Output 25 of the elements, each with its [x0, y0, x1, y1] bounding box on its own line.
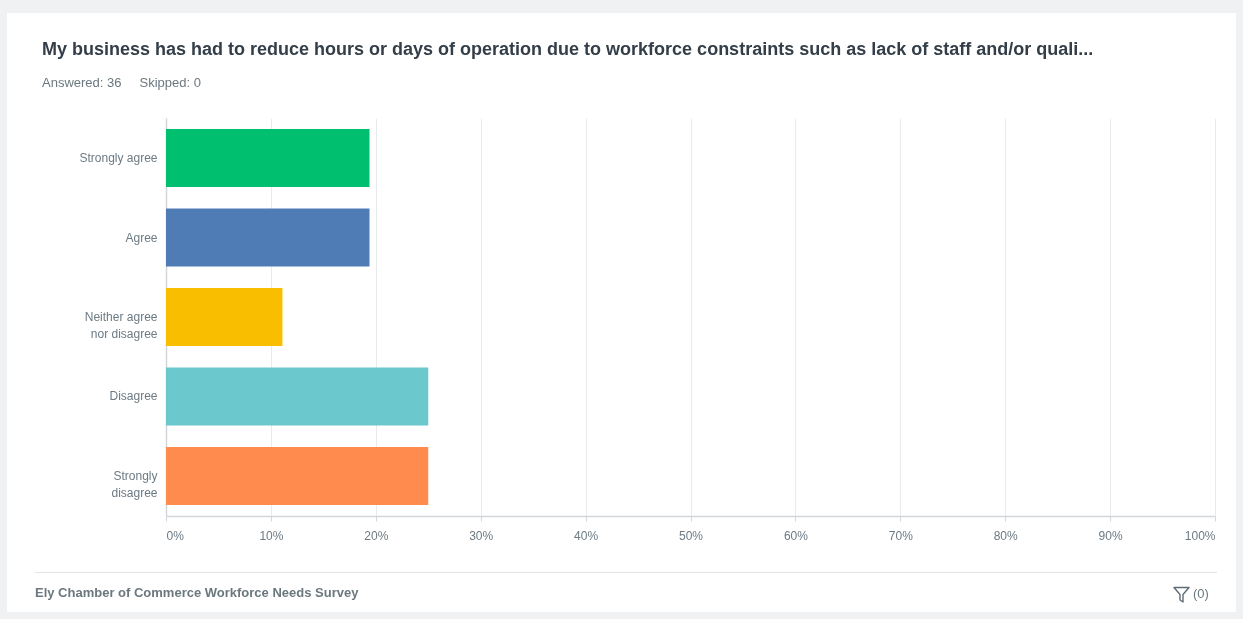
chart-subtitle: Answered: 36 Skipped: 0: [42, 75, 201, 90]
y-tick-label: Agree: [125, 230, 158, 245]
bar: [166, 208, 370, 267]
x-tick-label: 10%: [259, 528, 284, 543]
y-tick-label: Strongly disagree: [111, 468, 158, 500]
y-tick-label: Strongly agree: [79, 151, 158, 166]
bar: [166, 288, 283, 346]
x-tick-label: 30%: [469, 528, 494, 543]
x-tick-label: 50%: [678, 528, 704, 543]
y-tick-label: Disagree: [109, 389, 158, 404]
x-tick-label: 0%: [166, 528, 185, 543]
x-tick-label: 90%: [1098, 528, 1123, 543]
x-tick-label: 100%: [1184, 528, 1216, 543]
x-tick-label: 20%: [364, 528, 389, 543]
x-tick-label: 70%: [888, 528, 914, 543]
x-tick-label: 80%: [993, 528, 1019, 543]
x-tick-label: 60%: [783, 528, 809, 543]
x-tick-label: 40%: [574, 528, 599, 543]
bar: [166, 367, 429, 426]
y-tick-label: Neither agree nor disagree: [84, 310, 158, 341]
chart-title: My business has had to reduce hours or days of operation due to workforce constraints such as lack of staff and/or quali...: [42, 39, 1094, 59]
bar: [166, 446, 429, 505]
text: Ely Chamber of Commerce Workforce Needs Survey: [35, 585, 359, 601]
text: (0): [1193, 586, 1209, 602]
bar: [166, 129, 370, 188]
